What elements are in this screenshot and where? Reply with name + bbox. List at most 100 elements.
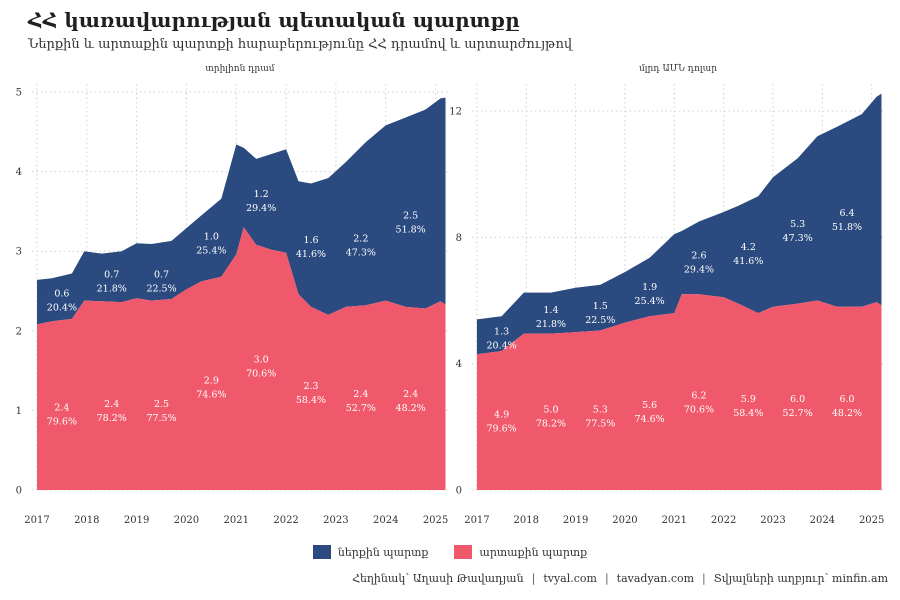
- y-tick-label: 1: [16, 406, 22, 417]
- data-label-domestic-share: 22.5%: [585, 315, 615, 326]
- data-label-domestic-value: 1.3: [494, 326, 509, 337]
- y-tick-label: 4: [16, 167, 22, 178]
- data-label-domestic-value: 0.7: [154, 269, 169, 280]
- data-label-domestic-value: 0.6: [54, 289, 69, 300]
- data-label-domestic-value: 2.2: [353, 234, 368, 245]
- x-tick-label: 2020: [174, 515, 199, 526]
- page-subtitle: Ներքին և արտաքին պարտքի հարաբերությունը …: [28, 37, 573, 52]
- data-label-external-share: 52.7%: [346, 403, 376, 414]
- data-label-domestic-share: 22.5%: [146, 283, 176, 294]
- data-label-external-value: 2.4: [104, 399, 119, 410]
- x-tick-label: 2025: [859, 515, 884, 526]
- data-label-external-value: 5.9: [741, 394, 756, 405]
- x-tick-label: 2023: [323, 515, 348, 526]
- data-label-external-value: 6.0: [790, 394, 805, 405]
- x-tick-label: 2018: [74, 515, 99, 526]
- legend-swatch-external: [454, 545, 473, 559]
- x-tick-label: 2019: [563, 515, 588, 526]
- page-title: ՀՀ կառավարության պետական պարտքը: [28, 8, 520, 32]
- area-external: [476, 294, 882, 490]
- data-label-domestic-value: 0.7: [104, 269, 119, 280]
- data-label-external-share: 58.4%: [296, 395, 326, 406]
- x-tick-label: 2025: [423, 515, 448, 526]
- data-label-external-value: 5.0: [543, 405, 558, 416]
- legend-item-external: արտաքին պարտք: [454, 545, 587, 559]
- area-domestic: [37, 97, 446, 325]
- data-label-external-share: 48.2%: [396, 403, 426, 414]
- data-label-external-value: 5.6: [642, 400, 657, 411]
- data-label-domestic-value: 2.6: [691, 250, 706, 261]
- data-label-domestic-share: 21.8%: [536, 319, 566, 330]
- data-label-domestic-share: 29.4%: [684, 264, 714, 275]
- legend-label-domestic: ներքին պարտք: [337, 545, 429, 559]
- data-label-external-value: 2.4: [403, 389, 418, 400]
- data-label-external-value: 2.5: [154, 399, 169, 410]
- data-label-domestic-value: 5.3: [790, 219, 805, 230]
- area-domestic: [476, 93, 882, 355]
- data-label-domestic-value: 1.4: [543, 305, 558, 316]
- data-label-external-value: 2.3: [303, 381, 318, 392]
- caption-site-2: tavadyan.com: [616, 572, 695, 585]
- data-label-external-share: 77.5%: [146, 413, 176, 424]
- x-tick-label: 2022: [711, 515, 736, 526]
- legend-swatch-domestic: [312, 545, 331, 559]
- x-tick-label: 2024: [373, 515, 398, 526]
- caption-site-1: tvyal.com: [543, 572, 597, 585]
- x-tick-label: 2018: [514, 515, 539, 526]
- data-label-external-share: 70.6%: [684, 404, 714, 415]
- data-label-external-share: 78.2%: [536, 419, 566, 430]
- data-label-external-value: 2.4: [54, 402, 69, 413]
- x-tick-label: 2021: [224, 515, 249, 526]
- y-tick-label: 0: [16, 486, 22, 497]
- legend-label-external: արտաքին պարտք: [479, 545, 588, 559]
- data-label-domestic-share: 41.6%: [296, 249, 326, 260]
- data-label-domestic-share: 20.4%: [487, 340, 517, 351]
- caption-separator: |: [531, 572, 536, 585]
- data-label-external-share: 70.6%: [246, 369, 276, 380]
- data-label-domestic-value: 4.2: [741, 242, 756, 253]
- data-label-domestic-share: 51.8%: [832, 222, 862, 233]
- data-label-external-share: 77.5%: [585, 419, 615, 430]
- data-label-domestic-share: 21.8%: [97, 283, 127, 294]
- data-label-external-value: 6.0: [839, 394, 854, 405]
- data-label-external-share: 79.6%: [47, 416, 77, 427]
- x-tick-label: 2020: [612, 515, 637, 526]
- caption-separator: |: [702, 572, 706, 585]
- x-tick-label: 2021: [662, 515, 687, 526]
- data-label-external-share: 48.2%: [832, 408, 862, 419]
- data-label-domestic-value: 1.6: [303, 235, 318, 246]
- data-label-external-share: 74.6%: [196, 389, 226, 400]
- panel-title: մլրդ ԱՄՆ դոլար: [639, 63, 717, 74]
- data-label-external-value: 2.4: [353, 389, 368, 400]
- x-tick-label: 2017: [464, 515, 489, 526]
- y-tick-label: 3: [16, 247, 22, 258]
- data-label-domestic-value: 1.9: [642, 282, 657, 293]
- data-label-domestic-share: 25.4%: [196, 245, 226, 256]
- data-label-domestic-share: 47.3%: [783, 233, 813, 244]
- data-label-domestic-share: 25.4%: [635, 296, 665, 307]
- x-tick-label: 2023: [760, 515, 785, 526]
- data-label-domestic-value: 1.0: [204, 231, 219, 242]
- panel-title: տրիլիոն դրամ: [205, 64, 274, 74]
- data-label-external-value: 2.9: [204, 375, 219, 386]
- area-external: [37, 227, 446, 491]
- caption-author: Հեղինակ՝ Աղասի Թավադյան: [352, 572, 524, 585]
- data-label-external-value: 3.0: [254, 355, 269, 366]
- y-tick-label: 0: [456, 486, 462, 497]
- x-tick-label: 2022: [273, 515, 298, 526]
- caption-source: Տվյալների աղբյուր՝ minfin.am: [713, 572, 888, 585]
- x-tick-label: 2017: [24, 515, 49, 526]
- data-label-domestic-share: 47.3%: [346, 248, 376, 259]
- data-label-domestic-share: 51.8%: [396, 225, 426, 236]
- caption-separator: |: [604, 572, 609, 585]
- caption: Հեղինակ՝ Աղասի Թավադյան | tvyal.com | ta…: [352, 572, 888, 585]
- data-label-external-value: 5.3: [593, 405, 608, 416]
- y-tick-label: 12: [449, 106, 462, 117]
- data-label-external-share: 79.6%: [487, 423, 517, 434]
- legend: ներքին պարտք արտաքին պարտք: [0, 545, 900, 559]
- data-label-external-share: 74.6%: [635, 414, 665, 425]
- x-tick-label: 2024: [810, 515, 835, 526]
- data-label-domestic-value: 2.5: [403, 211, 418, 222]
- data-label-external-share: 78.2%: [97, 413, 127, 424]
